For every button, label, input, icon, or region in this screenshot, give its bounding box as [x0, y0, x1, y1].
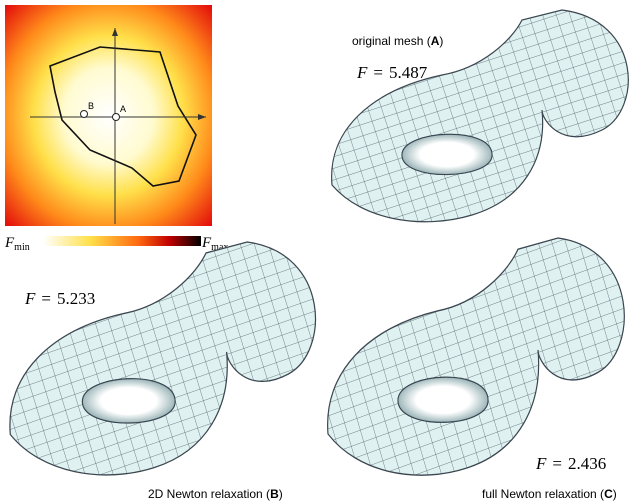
- text-part: min: [14, 242, 30, 253]
- text-part: C: [604, 487, 613, 501]
- text-part: ): [439, 34, 443, 48]
- text-part: ): [613, 487, 617, 501]
- text-part: 5.487: [389, 63, 428, 82]
- caption: 2D Newton relaxation (B): [148, 487, 283, 501]
- text-part: =: [552, 454, 562, 473]
- text-part: original mesh (: [352, 34, 431, 48]
- heat-map: [5, 5, 212, 226]
- energy: F = 5.487: [356, 63, 428, 82]
- caption: original mesh (A): [352, 34, 443, 48]
- page: B A Fmin Fmax original mesh (A) F=5.487 …: [0, 0, 642, 504]
- point-b: [81, 111, 88, 118]
- energy: F = 5.233: [24, 289, 95, 308]
- energy: F = 2.436: [535, 454, 606, 473]
- text-part: 2D Newton relaxation (: [148, 487, 270, 501]
- colorbar: [43, 236, 201, 246]
- text-part: =: [373, 63, 383, 82]
- figure: B A Fmin Fmax original mesh (A) F=5.487 …: [0, 0, 642, 504]
- text-part: =: [41, 289, 51, 308]
- text-part: 5.233: [57, 289, 95, 308]
- colorbar-min: Fmin: [4, 235, 30, 253]
- text-part: B: [270, 487, 279, 501]
- text-part: 2.436: [568, 454, 606, 473]
- text-part: A: [431, 34, 440, 48]
- text-part: F: [24, 289, 36, 308]
- text-part: full Newton relaxation (: [482, 487, 604, 501]
- text-part: F: [535, 454, 547, 473]
- point-a: [113, 114, 120, 121]
- text-part: ): [279, 487, 283, 501]
- text-part: F: [356, 63, 368, 82]
- caption: full Newton relaxation (C): [482, 487, 617, 501]
- mesh-c: [328, 238, 625, 475]
- point-label: A: [120, 104, 126, 114]
- point-label: B: [88, 101, 94, 111]
- mesh-b: [10, 242, 316, 475]
